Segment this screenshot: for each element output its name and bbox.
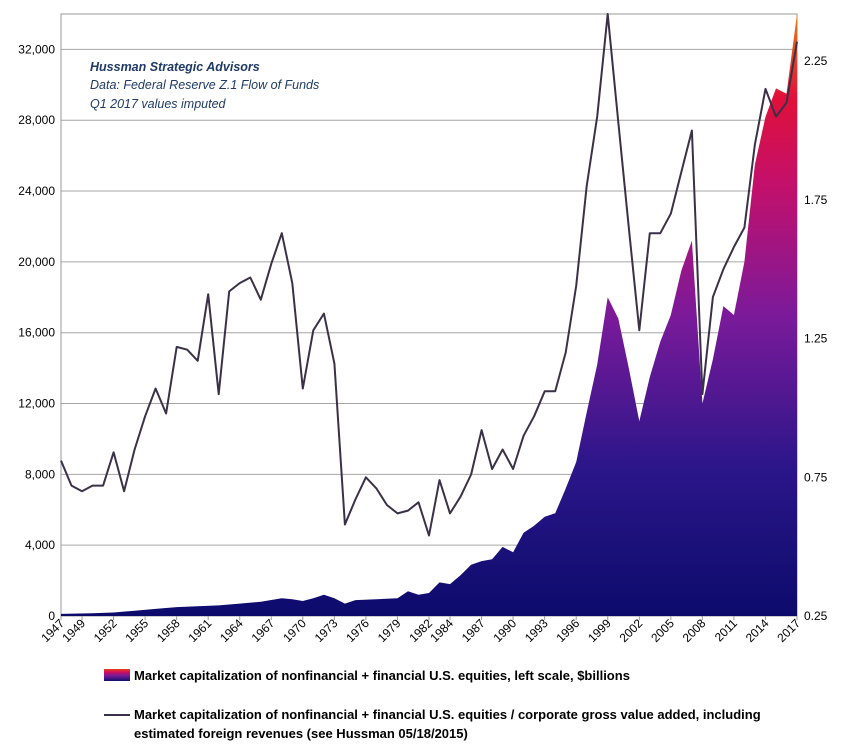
left-axis-ticks: 0 4,000 8,000 12,000 16,000 20,000 24,000 28,00… <box>18 42 55 623</box>
x-axis-tick-label: 2008 <box>680 616 709 645</box>
left-axis-tick-label: 12,000 <box>18 397 55 411</box>
x-axis-tick-label: 1987 <box>459 616 488 645</box>
annotation-title: Hussman Strategic Advisors <box>90 60 260 74</box>
x-axis-tick-label: 1996 <box>554 616 583 645</box>
x-axis-tick-label: 1961 <box>186 616 215 645</box>
legend-item-area: Market capitalization of nonfinancial + … <box>104 666 630 685</box>
x-axis-tick-label: 1999 <box>585 616 614 645</box>
right-axis-tick-label: 2.25 <box>804 54 828 68</box>
left-axis-tick-label: 32,000 <box>18 42 55 56</box>
annotation-source: Data: Federal Reserve Z.1 Flow of Funds <box>90 78 319 92</box>
market-cap-area <box>61 14 797 616</box>
annotation-note: Q1 2017 values imputed <box>90 97 227 111</box>
left-axis-tick-label: 16,000 <box>18 326 55 340</box>
x-axis-tick-label: 2005 <box>648 616 677 645</box>
annotation-block: Hussman Strategic Advisors Data: Federal… <box>90 60 319 111</box>
x-axis-tick-label: 2002 <box>617 616 646 645</box>
x-axis-tick-label: 1967 <box>249 616 278 645</box>
left-axis-tick-label: 4,000 <box>25 538 55 552</box>
x-axis-tick-label: 1952 <box>91 616 120 645</box>
left-axis-tick-label: 24,000 <box>18 184 55 198</box>
chart-canvas: 0 4,000 8,000 12,000 16,000 20,000 24,000 28,00… <box>18 13 828 645</box>
x-axis-tick-label: 1955 <box>122 616 151 645</box>
right-axis-ticks: 0.25 0.75 1.25 1.75 2.25 <box>804 54 828 623</box>
right-axis-tick-label: 1.75 <box>804 193 828 207</box>
x-axis-tick-label: 1990 <box>490 616 519 645</box>
market-cap-ratio-line <box>60 13 798 537</box>
legend-area-label: Market capitalization of nonfinancial + … <box>134 668 630 683</box>
x-axis-tick-label: 2014 <box>743 616 772 645</box>
x-axis-tick-label: 1976 <box>343 616 372 645</box>
x-axis-tick-label: 1970 <box>280 616 309 645</box>
legend-line-swatch <box>104 714 130 716</box>
x-axis-tick-label: 1973 <box>312 616 341 645</box>
left-axis-tick-label: 20,000 <box>18 255 55 269</box>
legend-area-swatch <box>104 669 130 681</box>
x-axis-tick-label: 1964 <box>217 616 246 645</box>
x-axis-tick-label: 1993 <box>522 616 551 645</box>
gridlines <box>61 48 797 546</box>
left-axis-tick-label: 28,000 <box>18 113 55 127</box>
x-axis-tick-label: 1949 <box>59 616 88 645</box>
x-axis-tick-label: 2017 <box>774 616 803 645</box>
x-axis-tick-label: 1958 <box>154 616 183 645</box>
right-axis-tick-label: 1.25 <box>804 332 828 346</box>
x-axis-tick-label: 1984 <box>427 616 456 645</box>
legend-line-label: Market capitalization of nonfinancial + … <box>134 707 761 741</box>
right-axis-tick-label: 0.25 <box>804 609 828 623</box>
left-axis-tick-label: 8,000 <box>25 467 55 481</box>
x-axis-tick-label: 2011 <box>712 616 740 644</box>
left-axis-tick-label: 0 <box>48 609 55 623</box>
right-axis-tick-label: 0.75 <box>804 470 828 484</box>
legend-item-line: Market capitalization of nonfinancial + … <box>104 705 824 743</box>
x-axis-tick-label: 1979 <box>375 616 404 645</box>
